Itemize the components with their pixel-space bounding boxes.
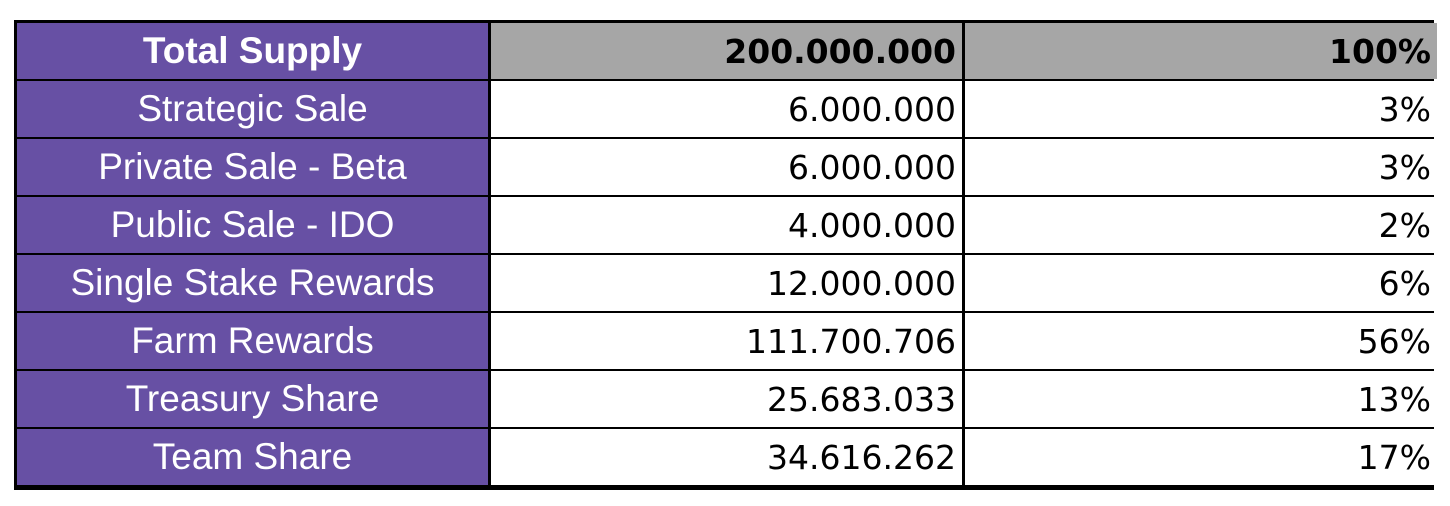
- row-percent: 2%: [965, 197, 1437, 253]
- row-label: Team Share: [17, 429, 488, 485]
- row-amount: 25.683.033: [491, 371, 962, 427]
- row-label: Farm Rewards: [17, 313, 488, 369]
- header-label: Total Supply: [17, 23, 488, 79]
- row-label: Treasury Share: [17, 371, 488, 427]
- row-percent: 13%: [965, 371, 1437, 427]
- supply-table: Total Supply 200.000.000 100% Strategic …: [14, 20, 1437, 490]
- row-label: Single Stake Rewards: [17, 255, 488, 311]
- row-amount: 6.000.000: [491, 139, 962, 195]
- row-amount: 6.000.000: [491, 81, 962, 137]
- row-label: Strategic Sale: [17, 81, 488, 137]
- row-amount: 12.000.000: [491, 255, 962, 311]
- row-label: Private Sale - Beta: [17, 139, 488, 195]
- row-amount: 4.000.000: [491, 197, 962, 253]
- row-percent: 6%: [965, 255, 1437, 311]
- header-amount: 200.000.000: [491, 23, 962, 79]
- row-amount: 34.616.262: [491, 429, 962, 485]
- row-amount: 111.700.706: [491, 313, 962, 369]
- row-percent: 56%: [965, 313, 1437, 369]
- row-percent: 3%: [965, 81, 1437, 137]
- row-label: Public Sale - IDO: [17, 197, 488, 253]
- header-percent: 100%: [965, 23, 1437, 79]
- row-percent: 3%: [965, 139, 1437, 195]
- row-percent: 17%: [965, 429, 1437, 485]
